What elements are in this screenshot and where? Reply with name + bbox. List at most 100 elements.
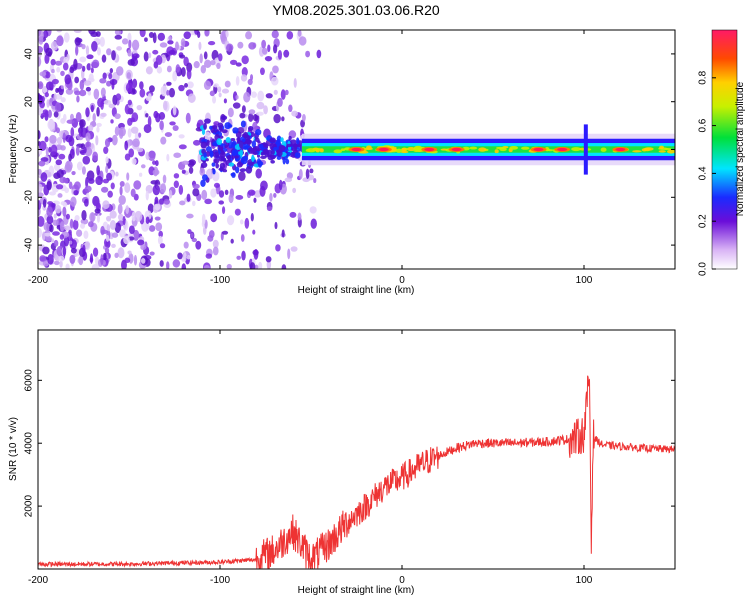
- noise-blob: [124, 257, 131, 264]
- transition-blob: [242, 155, 249, 161]
- noise-blob: [185, 112, 191, 124]
- signal-peak: [451, 147, 462, 152]
- noise-blob: [258, 261, 263, 269]
- noise-blob: [73, 58, 78, 70]
- noise-blob: [213, 182, 221, 188]
- noise-blob: [85, 177, 89, 188]
- transition-blob: [245, 165, 253, 174]
- transition-blob: [211, 125, 218, 130]
- noise-blob: [132, 53, 140, 59]
- noise-blob: [64, 74, 72, 85]
- noise-blob: [212, 95, 217, 104]
- noise-blob: [73, 189, 79, 196]
- noise-blob: [209, 90, 215, 97]
- transition-blob: [286, 151, 291, 157]
- noise-blob: [159, 260, 164, 267]
- signal-peak: [533, 147, 544, 152]
- noise-blob: [46, 215, 54, 225]
- noise-blob: [62, 246, 67, 257]
- noise-blob: [204, 30, 210, 37]
- noise-blob: [87, 124, 94, 132]
- noise-blob: [114, 113, 121, 120]
- transition-blob: [230, 172, 236, 177]
- noise-blob: [109, 68, 114, 74]
- noise-blob: [140, 258, 146, 264]
- transition-blob: [278, 145, 286, 152]
- noise-blob: [85, 107, 90, 118]
- noise-blob: [85, 86, 91, 92]
- noise-blob: [313, 178, 317, 184]
- noise-blob: [236, 255, 242, 260]
- noise-blob: [195, 240, 202, 250]
- transition-blob: [252, 151, 258, 155]
- noise-blob: [136, 105, 143, 111]
- noise-blob: [38, 81, 44, 90]
- noise-blob: [53, 260, 60, 266]
- noise-blob: [143, 51, 149, 62]
- noise-blob: [172, 259, 181, 268]
- noise-blob: [277, 97, 283, 108]
- noise-blob: [139, 88, 146, 98]
- noise-blob: [38, 160, 46, 167]
- noise-blob: [89, 253, 94, 264]
- noise-blob: [56, 35, 64, 47]
- transition-blob: [227, 124, 233, 128]
- noise-blob: [38, 94, 42, 100]
- noise-blob: [257, 90, 265, 102]
- noise-blob: [53, 172, 61, 179]
- noise-blob: [52, 231, 60, 236]
- noise-blob: [119, 185, 123, 196]
- noise-blob: [241, 250, 246, 261]
- noise-blob: [132, 78, 138, 89]
- noise-blob: [41, 231, 46, 241]
- noise-blob: [71, 171, 76, 176]
- noise-blob: [201, 189, 208, 200]
- noise-blob: [145, 216, 150, 224]
- noise-blob: [100, 100, 104, 110]
- noise-blob: [40, 172, 48, 182]
- noise-blob: [45, 235, 52, 242]
- noise-blob: [118, 126, 126, 137]
- noise-blob: [94, 208, 101, 214]
- noise-blob: [305, 168, 310, 180]
- noise-blob: [239, 219, 244, 225]
- noise-blob: [51, 78, 59, 85]
- noise-blob: [55, 60, 63, 66]
- noise-blob: [284, 89, 289, 96]
- noise-blob: [154, 196, 159, 206]
- noise-blob: [115, 66, 124, 76]
- noise-blob: [160, 183, 167, 194]
- noise-blob: [131, 39, 140, 51]
- noise-blob: [204, 59, 212, 69]
- noise-blob: [104, 138, 111, 148]
- figure-title: YM08.2025.301.03.06.R20: [272, 2, 440, 18]
- noise-blob: [75, 229, 83, 237]
- colorbar-tick-label: 0.6: [698, 118, 709, 132]
- noise-blob: [55, 184, 64, 190]
- noise-blob: [232, 102, 241, 109]
- colorbar-tick-label: 0.8: [698, 70, 709, 84]
- noise-blob: [235, 62, 242, 67]
- transition-blob: [247, 147, 254, 154]
- noise-blob: [188, 166, 194, 174]
- noise-blob: [286, 30, 294, 40]
- noise-blob: [60, 70, 65, 77]
- noise-blob: [203, 51, 208, 60]
- noise-blob: [80, 223, 86, 229]
- noise-blob: [210, 188, 217, 198]
- noise-blob: [65, 263, 70, 269]
- noise-blob: [45, 47, 53, 57]
- noise-blob: [91, 59, 100, 69]
- signal-ripple: [667, 149, 675, 154]
- noise-blob: [102, 252, 107, 261]
- noise-blob: [286, 172, 294, 180]
- transition-blob: [294, 152, 301, 159]
- noise-blob: [111, 243, 116, 248]
- noise-blob: [114, 222, 122, 234]
- noise-blob: [217, 86, 222, 93]
- noise-blob: [114, 126, 120, 136]
- spectrogram-y-label: Frequency (Hz): [8, 115, 19, 184]
- transition-blob: [276, 156, 282, 160]
- transition-blob: [270, 160, 275, 164]
- signal-ripple: [395, 148, 402, 153]
